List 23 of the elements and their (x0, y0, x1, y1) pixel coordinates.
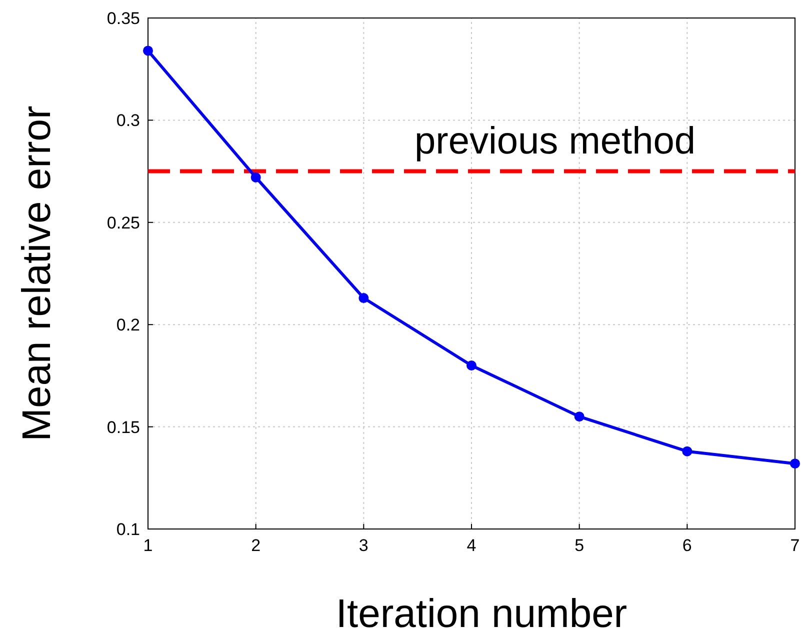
point (250, 172, 261, 182)
y-tick-label: 0.3 (116, 111, 140, 130)
y-tick-label: 0.1 (116, 520, 140, 539)
x-tick-label: 1 (143, 536, 153, 555)
x-tick-label: 6 (682, 536, 692, 555)
y-tick-label: 0.2 (116, 316, 140, 335)
ref-line-label: previous method (414, 120, 696, 162)
y-tick-label: 0.15 (106, 418, 140, 437)
y-tick-label: 0.35 (106, 8, 140, 28)
x-tick-label: 5 (574, 536, 584, 555)
x-tick-label: 3 (358, 536, 368, 555)
y-axis-title: Mean relative error (15, 106, 59, 442)
point (682, 446, 692, 456)
x-tick-label: 4 (466, 536, 476, 555)
x-tick-label: 2 (251, 536, 261, 555)
x-tick-label: 7 (790, 536, 800, 555)
y-tick-label: 0.25 (106, 213, 140, 232)
point (358, 293, 369, 304)
point (790, 458, 800, 469)
point (466, 360, 476, 370)
point (574, 412, 584, 422)
x-axis-title: Iteration number (336, 592, 628, 636)
point (143, 46, 153, 56)
